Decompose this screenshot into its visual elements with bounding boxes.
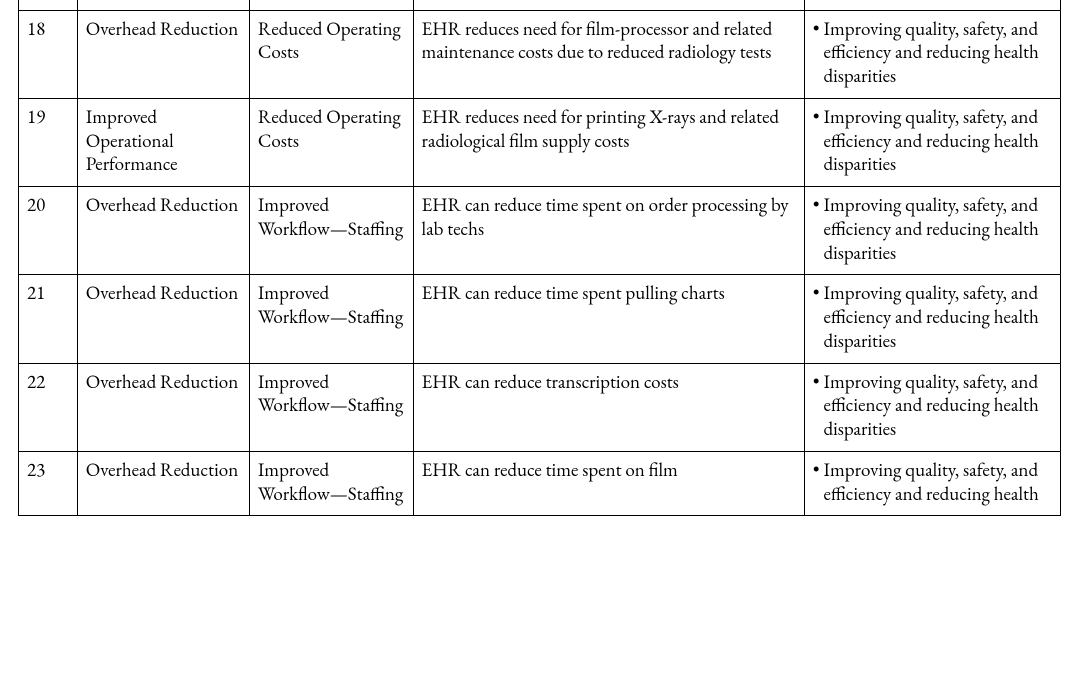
cell-description: EHR can reduce time spent pulling charts <box>413 275 804 363</box>
bullet-icon: • <box>813 281 820 305</box>
impact-text: Improving quality, safety, and efficienc… <box>824 193 1052 264</box>
cell-category: Overhead Reduction <box>77 275 249 363</box>
table-row: 18 Overhead Reduction Reduced Operating … <box>19 10 1061 98</box>
cell-num: 23 <box>19 451 78 516</box>
table-body: Reduction related to radiology film libr… <box>19 0 1061 516</box>
cell-subcategory: Reduced Operating Costs <box>249 10 413 98</box>
cell-impact: •Improving quality, safety, and efficien… <box>804 98 1060 186</box>
bullet-icon: • <box>813 458 820 482</box>
cell-impact: •Improving quality, safety, and efficien… <box>804 275 1060 363</box>
cell-impact: •Improving quality, safety, and efficien… <box>804 10 1060 98</box>
cell-category: Overhead Reduction <box>77 451 249 516</box>
table-row: 22 Overhead Reduction Improved Workflow—… <box>19 363 1061 451</box>
impact-text: Improving quality, safety, and efficienc… <box>824 281 1052 352</box>
cell-description: EHR reduces need for film-processor and … <box>413 10 804 98</box>
bullet-icon: • <box>813 370 820 394</box>
cell-num: 22 <box>19 363 78 451</box>
table-row: 23 Overhead Reduction Improved Workflow—… <box>19 451 1061 516</box>
page: Reduction related to radiology film libr… <box>0 0 1080 675</box>
impact-text: Improving quality, safety, and efficienc… <box>824 458 1052 506</box>
cell-num <box>19 0 78 10</box>
impact-text: Improving quality, safety, and efficienc… <box>824 105 1052 176</box>
cell-num: 20 <box>19 187 78 275</box>
cell-impact: •Improving quality, safety, and efficien… <box>804 451 1060 516</box>
cell-subcategory: Improved Workflow—Staffing <box>249 363 413 451</box>
cell-category: Overhead Reduction <box>77 363 249 451</box>
cell-category: Overhead Reduction <box>77 187 249 275</box>
cell-description: EHR can reduce time spent on order proce… <box>413 187 804 275</box>
table-row: 20 Overhead Reduction Improved Workflow—… <box>19 187 1061 275</box>
table-row: 21 Overhead Reduction Improved Workflow—… <box>19 275 1061 363</box>
cell-subcategory: Reduced Operating Costs <box>249 98 413 186</box>
cell-impact: •Improving quality, safety, and efficien… <box>804 187 1060 275</box>
cell-subcategory: Improved Workflow—Staffing <box>249 275 413 363</box>
cell-description: related to radiology film library and me… <box>413 0 804 10</box>
table-row: 19 Improved Operational Performance Redu… <box>19 98 1061 186</box>
cell-num: 18 <box>19 10 78 98</box>
cell-subcategory: Improved Workflow—Staffing <box>249 187 413 275</box>
bullet-icon: • <box>813 17 820 41</box>
impact-text: Improving quality, safety, and efficienc… <box>824 370 1052 441</box>
impact-text: Improving quality, safety, and efficienc… <box>824 17 1052 88</box>
benefits-table: Reduction related to radiology film libr… <box>18 0 1061 516</box>
cell-category: Overhead Reduction <box>77 10 249 98</box>
cell-impact: •Improving quality, safety, and efficien… <box>804 363 1060 451</box>
cell-category: Improved Operational Performance <box>77 98 249 186</box>
cell-num: 19 <box>19 98 78 186</box>
cell-category: Reduction <box>77 0 249 10</box>
bullet-icon: • <box>813 193 820 217</box>
cell-description: EHR reduces need for printing X-rays and… <box>413 98 804 186</box>
cell-description: EHR can reduce time spent on film <box>413 451 804 516</box>
cell-subcategory: Improved Workflow—Staffing <box>249 451 413 516</box>
cell-impact: safety, and efficiency and reducing heal… <box>804 0 1060 10</box>
bullet-icon: • <box>813 105 820 129</box>
cell-num: 21 <box>19 275 78 363</box>
cell-subcategory <box>249 0 413 10</box>
cell-description: EHR can reduce transcription costs <box>413 363 804 451</box>
table-row: Reduction related to radiology film libr… <box>19 0 1061 10</box>
